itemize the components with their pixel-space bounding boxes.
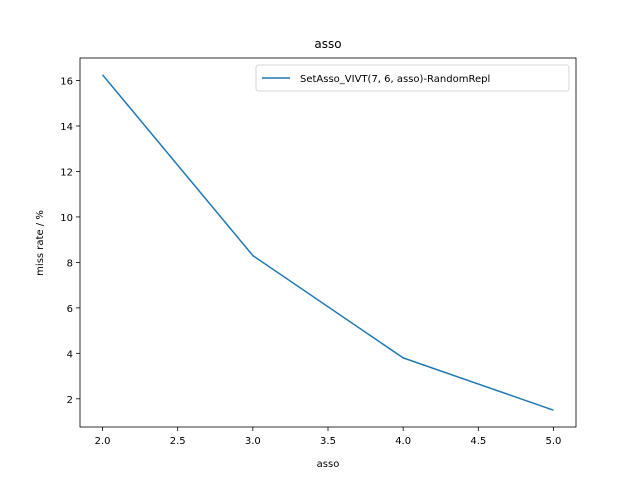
y-tick-label: 16 bbox=[60, 77, 73, 88]
x-tick-label: 4.0 bbox=[395, 436, 411, 447]
x-axis-label: asso bbox=[317, 459, 340, 470]
x-tick-label: 2.5 bbox=[170, 436, 186, 447]
x-tick-label: 2.0 bbox=[95, 436, 111, 447]
y-axis-label: miss rate / % bbox=[35, 210, 46, 276]
y-tick-label: 6 bbox=[67, 304, 73, 315]
y-tick-label: 2 bbox=[67, 395, 73, 406]
y-tick-label: 12 bbox=[60, 167, 73, 178]
series-line bbox=[101, 74, 554, 411]
y-tick-label: 10 bbox=[60, 213, 73, 224]
y-tick-label: 14 bbox=[60, 122, 73, 133]
legend-entry: SetAsso_VIVT(7, 6, asso)-RandomRepl bbox=[300, 74, 490, 85]
x-tick-label: 3.0 bbox=[245, 436, 261, 447]
x-tick-label: 5.0 bbox=[546, 436, 562, 447]
plot-area: 2.0 2.5 3.0 3.5 4.0 4.5 5.0 2 4 6 8 10 12 14 16 SetAsso… bbox=[60, 57, 577, 447]
y-tick-label: 8 bbox=[67, 258, 73, 269]
y-tick-label: 4 bbox=[67, 349, 73, 360]
chart-title: asso bbox=[314, 37, 341, 51]
x-tick-label: 4.5 bbox=[470, 436, 486, 447]
legend-box bbox=[255, 64, 570, 92]
x-tick-label: 3.5 bbox=[320, 436, 336, 447]
